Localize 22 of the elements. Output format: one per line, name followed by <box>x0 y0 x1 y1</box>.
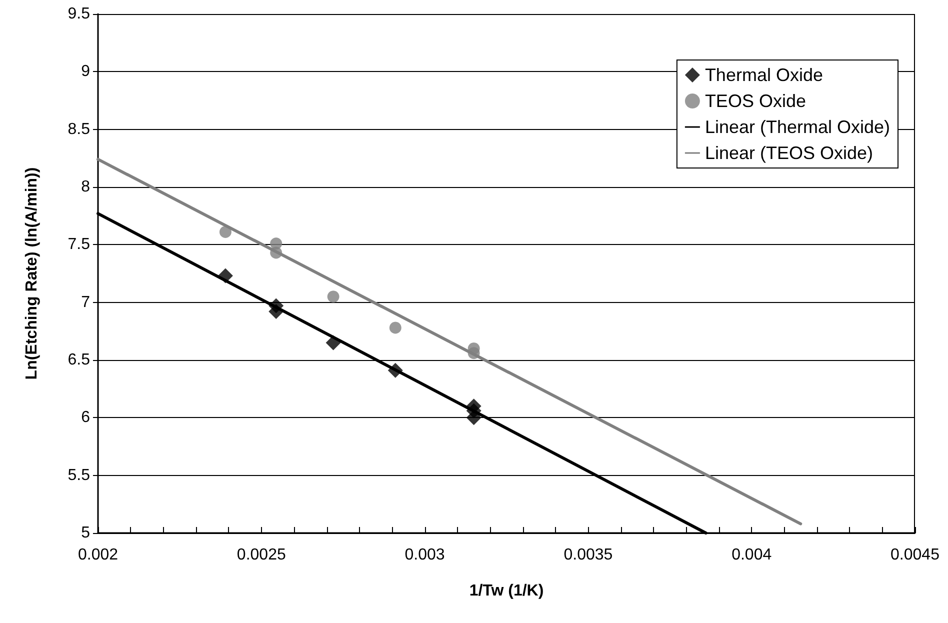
legend-label: TEOS Oxide <box>704 91 806 111</box>
y-tick-label: 5 <box>81 524 90 542</box>
x-tick-label: 0.0045 <box>890 546 940 564</box>
y-tick-label: 5.5 <box>68 466 90 484</box>
x-axis-title: 1/Tw (1/K) <box>469 582 544 600</box>
legend-label: Linear (TEOS Oxide) <box>704 143 873 163</box>
y-tick-label: 7.5 <box>68 236 90 254</box>
legend-label: Thermal Oxide <box>704 65 823 85</box>
y-tick-label: 8 <box>81 178 90 196</box>
y-axis-title: Ln(Etching Rate) (ln(A/min)) <box>24 167 40 380</box>
x-tick-label: 0.0035 <box>564 546 613 564</box>
y-tick-label: 9 <box>81 63 90 80</box>
x-tick-label: 0.003 <box>404 546 445 564</box>
x-tick-label: 0.0025 <box>236 546 286 564</box>
x-tick-label: 0.002 <box>78 546 118 564</box>
y-tick-label: 9.5 <box>68 6 90 22</box>
y-tick-label: 6 <box>81 409 90 426</box>
y-tick-label: 8.5 <box>68 120 90 138</box>
y-tick-label: 7 <box>81 294 90 311</box>
x-tick-label: 0.004 <box>732 546 772 564</box>
legend-label: Linear (Thermal Oxide) <box>704 117 890 137</box>
y-tick-label: 6.5 <box>68 352 90 368</box>
